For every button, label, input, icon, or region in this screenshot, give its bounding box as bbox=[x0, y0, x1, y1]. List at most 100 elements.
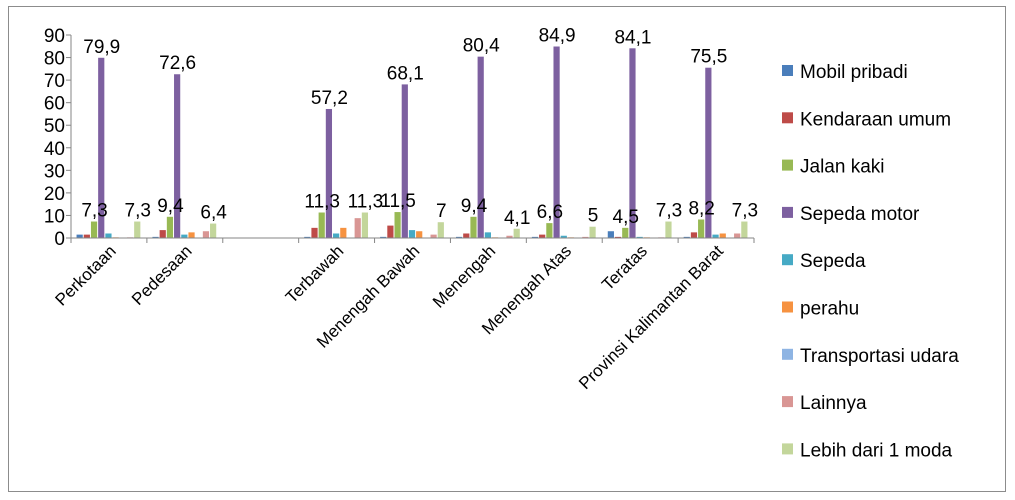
bar bbox=[683, 236, 690, 238]
bar bbox=[430, 234, 437, 238]
bar bbox=[394, 212, 401, 238]
legend-swatch bbox=[782, 348, 793, 360]
legend-label: perahu bbox=[800, 299, 859, 320]
bar bbox=[705, 67, 712, 238]
bar bbox=[333, 233, 340, 238]
bar bbox=[463, 233, 470, 238]
bar bbox=[354, 218, 361, 238]
legend-label: Sepeda bbox=[800, 251, 866, 272]
data-label: 84,9 bbox=[539, 26, 576, 47]
bar bbox=[380, 236, 387, 238]
data-label: 6,6 bbox=[537, 202, 563, 223]
y-tick-label: 20 bbox=[44, 184, 65, 205]
bar bbox=[90, 221, 98, 238]
x-category-label: Teratas bbox=[598, 241, 651, 294]
bar bbox=[325, 108, 333, 238]
bar bbox=[484, 232, 491, 238]
legend-label: Kendaraan umum bbox=[800, 109, 951, 130]
x-category-label: Pedesaan bbox=[128, 241, 196, 309]
bar bbox=[622, 227, 629, 238]
bar bbox=[614, 236, 622, 238]
legend-label: Lainnya bbox=[800, 393, 867, 414]
legend-swatch bbox=[782, 206, 793, 218]
legend-swatch bbox=[782, 396, 793, 408]
y-tick-label: 10 bbox=[44, 206, 65, 227]
data-label: 5 bbox=[588, 206, 599, 227]
bar bbox=[83, 234, 90, 238]
bar bbox=[698, 219, 705, 238]
bar bbox=[665, 221, 672, 238]
bar bbox=[105, 233, 112, 238]
bar bbox=[159, 230, 166, 238]
legend: Mobil pribadi Kendaraan umum Jalan kaki Sep… bbox=[782, 62, 959, 461]
bar bbox=[166, 216, 174, 238]
data-label: 11,3 bbox=[348, 192, 384, 213]
bar bbox=[304, 236, 311, 238]
bar bbox=[408, 230, 416, 238]
x-category-label: Perkotaan bbox=[52, 241, 120, 309]
bar bbox=[210, 223, 217, 238]
bar bbox=[589, 226, 596, 238]
bar bbox=[318, 212, 325, 238]
bar bbox=[531, 236, 539, 238]
bar bbox=[546, 223, 553, 238]
bar bbox=[629, 48, 636, 239]
legend-swatch bbox=[782, 65, 793, 76]
bar bbox=[506, 235, 513, 238]
bar bbox=[690, 232, 698, 238]
bar bbox=[636, 236, 643, 238]
bar bbox=[76, 234, 83, 238]
legend-swatch bbox=[782, 443, 793, 455]
data-label: 79,9 bbox=[83, 37, 120, 58]
legend-swatch bbox=[782, 112, 793, 124]
bar bbox=[188, 232, 195, 238]
bar bbox=[174, 74, 181, 238]
bar bbox=[387, 225, 394, 238]
data-label: 9,4 bbox=[461, 196, 488, 217]
legend-label: Transportasi udara bbox=[800, 346, 959, 367]
data-label: 57,2 bbox=[311, 88, 348, 109]
bar bbox=[741, 221, 748, 238]
bar bbox=[513, 228, 520, 238]
data-label: 7,3 bbox=[125, 201, 151, 222]
bar bbox=[361, 212, 369, 238]
bar bbox=[152, 236, 159, 238]
legend-label: Lebih dari 1 moda bbox=[800, 440, 953, 461]
data-label: 9,4 bbox=[157, 196, 184, 217]
bar bbox=[553, 46, 560, 239]
bar bbox=[560, 235, 567, 238]
data-label: 7,3 bbox=[732, 201, 758, 222]
bar bbox=[719, 233, 726, 238]
y-tick-label: 70 bbox=[44, 71, 65, 92]
data-label: 68,1 bbox=[387, 63, 424, 84]
data-label: 7,3 bbox=[81, 201, 107, 222]
x-category-label: Provinsi Kalimantan Barat bbox=[575, 241, 727, 393]
bar bbox=[477, 56, 484, 238]
data-label: 6,4 bbox=[200, 203, 227, 224]
y-tick-label: 90 bbox=[44, 26, 65, 47]
y-tick-label: 80 bbox=[44, 49, 65, 70]
bar bbox=[181, 234, 188, 238]
bar bbox=[202, 231, 210, 238]
data-label: 80,4 bbox=[463, 36, 500, 57]
bar bbox=[340, 227, 347, 238]
legend-swatch bbox=[782, 301, 793, 313]
data-label: 11,3 bbox=[304, 192, 340, 213]
bar bbox=[98, 57, 105, 238]
bar bbox=[470, 216, 477, 238]
legend-swatch bbox=[782, 254, 793, 266]
x-category-label: Menengah bbox=[429, 241, 499, 311]
data-label: 75,5 bbox=[690, 47, 727, 68]
data-label: 84,1 bbox=[614, 27, 651, 48]
data-label: 4,1 bbox=[504, 208, 530, 229]
data-label: 7 bbox=[436, 201, 447, 222]
bar bbox=[734, 233, 741, 238]
legend-swatch bbox=[782, 159, 793, 171]
plot-area bbox=[76, 46, 748, 239]
y-tick-label: 50 bbox=[44, 116, 65, 137]
bar bbox=[437, 222, 444, 238]
bar bbox=[607, 231, 614, 238]
